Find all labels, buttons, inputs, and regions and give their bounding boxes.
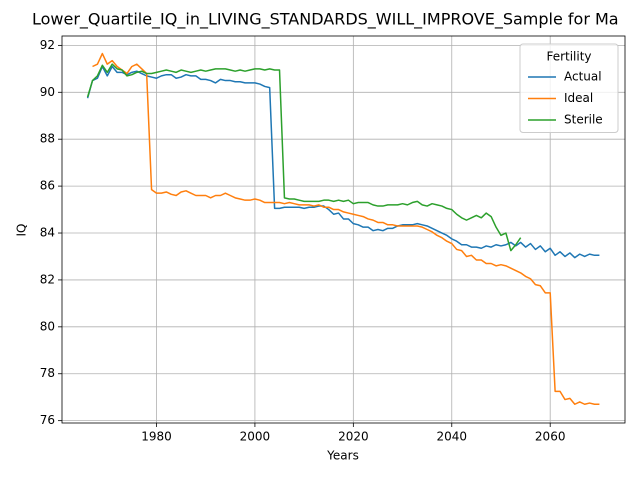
y-tick-label: 92 — [40, 38, 55, 52]
x-axis-label: Years — [326, 449, 359, 463]
legend: Fertility Actual Ideal Sterile — [519, 43, 619, 133]
legend-label: Actual — [564, 70, 602, 84]
line-series — [86, 63, 522, 252]
x-tick-label: 2040 — [436, 430, 467, 444]
x-tick-label: 1980 — [141, 430, 172, 444]
y-tick-label: 82 — [40, 272, 55, 286]
legend-label: Ideal — [564, 91, 593, 105]
legend-label: Sterile — [564, 113, 603, 127]
y-tick-label: 90 — [40, 85, 55, 99]
y-axis-label: IQ — [15, 224, 29, 237]
y-tick-label: 86 — [40, 179, 55, 193]
y-tick-label: 88 — [40, 132, 55, 146]
y-tick-label: 80 — [40, 319, 55, 333]
line-series — [92, 52, 600, 405]
chart-title: Lower_Quartile_IQ_in_LIVING_STANDARDS_WI… — [32, 10, 619, 30]
y-tick-label: 84 — [40, 226, 55, 240]
line-series — [86, 65, 600, 259]
x-tick-label: 2020 — [338, 430, 369, 444]
x-tick-label: 2060 — [535, 430, 566, 444]
y-tick-label: 78 — [40, 366, 55, 380]
legend-box — [519, 43, 619, 133]
y-tick-label: 76 — [40, 413, 55, 427]
legend-title: Fertility — [546, 50, 591, 64]
plot-frame — [61, 35, 626, 424]
x-tick-label: 2000 — [240, 430, 271, 444]
